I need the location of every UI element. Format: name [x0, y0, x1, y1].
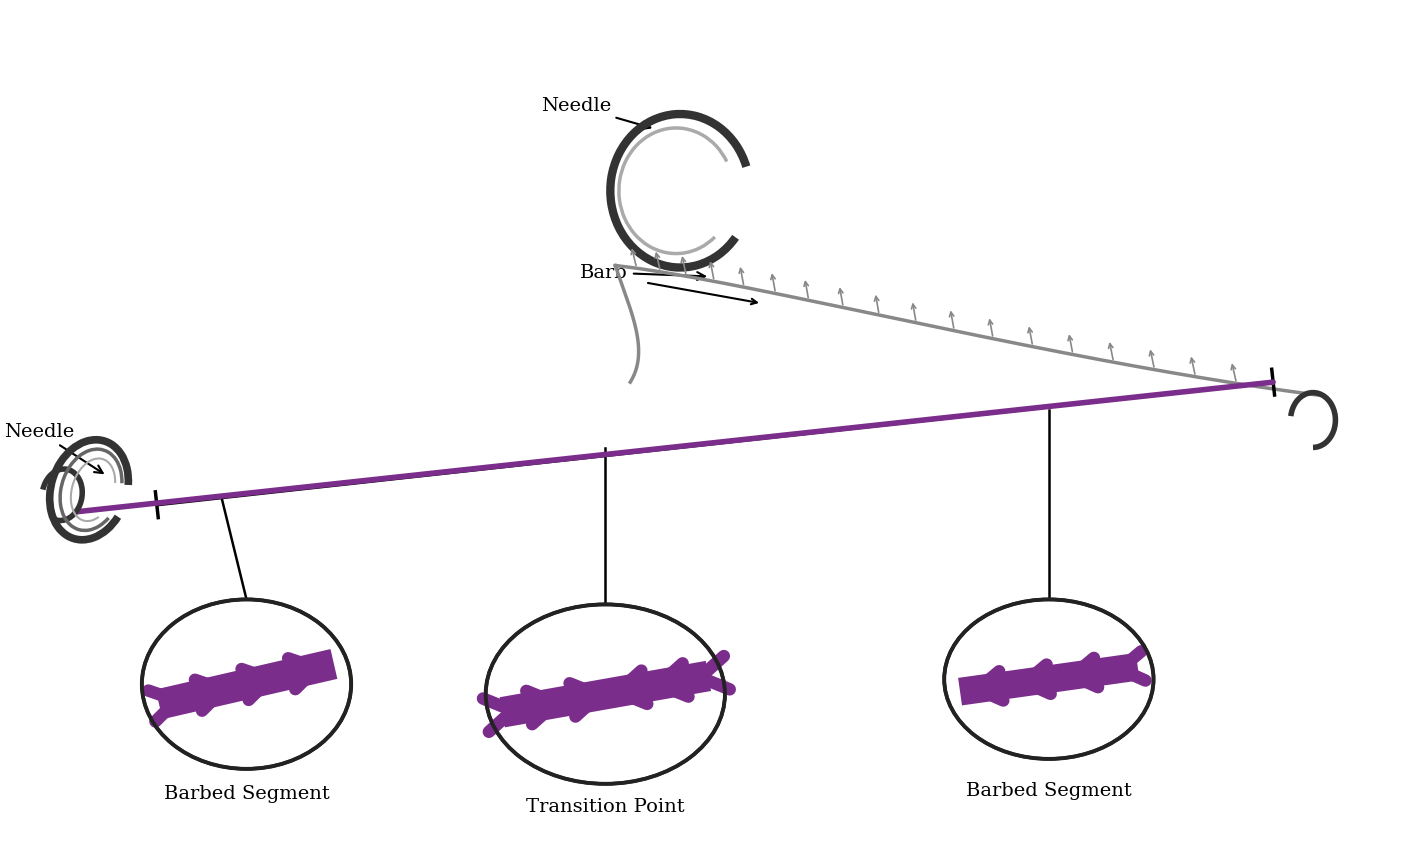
Text: Barb: Barb: [580, 264, 705, 281]
Text: Barbed Segment: Barbed Segment: [966, 782, 1132, 800]
Text: Needle: Needle: [541, 97, 651, 129]
Text: Barbed Segment: Barbed Segment: [164, 785, 329, 802]
Ellipse shape: [945, 599, 1154, 759]
Ellipse shape: [141, 599, 352, 769]
Text: Transition Point: Transition Point: [527, 798, 685, 816]
Ellipse shape: [486, 604, 724, 784]
Text: Needle: Needle: [4, 423, 103, 473]
